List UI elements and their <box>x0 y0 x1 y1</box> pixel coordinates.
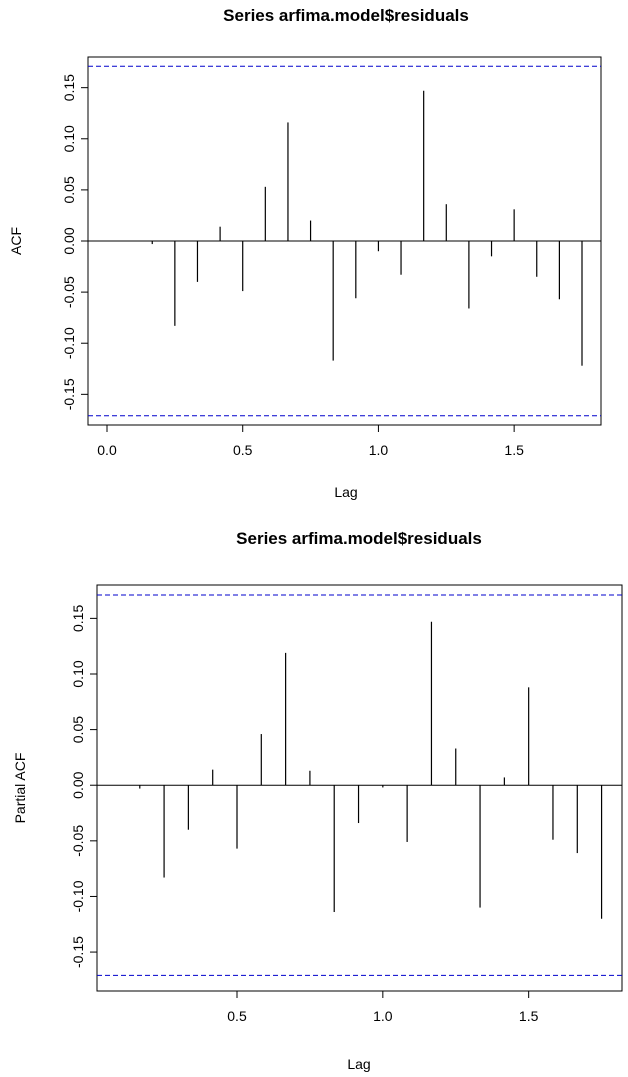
y-axis: -0.15 -0.10 -0.05 0.00 0.05 0.10 0.15 <box>61 74 89 410</box>
x-tick-label: 1.5 <box>519 1008 539 1024</box>
y-tick-label: -0.05 <box>70 825 86 857</box>
pacf-panel: Series arfima.model$residuals -0.15 -0.10… <box>12 529 623 1072</box>
y-tick-label: 0.05 <box>70 716 86 743</box>
x-axis: 0.5 1.0 1.5 <box>227 990 539 1024</box>
y-tick-label: -0.15 <box>70 936 86 968</box>
x-axis-label: Lag <box>347 1056 370 1072</box>
y-tick-label: 0.15 <box>70 605 86 632</box>
y-axis-label: ACF <box>8 227 24 255</box>
chart-title: Series arfima.model$residuals <box>223 6 469 25</box>
x-tick-label: 1.5 <box>504 442 524 458</box>
confidence-bounds <box>88 65 601 417</box>
y-tick-label: -0.10 <box>70 880 86 912</box>
x-tick-label: 0.0 <box>97 442 117 458</box>
x-axis-label: Lag <box>334 484 357 500</box>
y-tick-label: 0.00 <box>70 771 86 798</box>
x-axis: 0.0 0.5 1.0 1.5 <box>97 424 524 458</box>
y-tick-label: -0.15 <box>61 378 77 410</box>
y-tick-label: 0.05 <box>61 176 77 203</box>
y-axis-label: Partial ACF <box>12 753 28 824</box>
y-tick-label: 0.00 <box>61 227 77 254</box>
x-tick-label: 0.5 <box>233 442 253 458</box>
pacf-bars <box>97 621 622 919</box>
y-tick-label: 0.10 <box>70 660 86 687</box>
y-tick-label: -0.10 <box>61 327 77 359</box>
y-axis: -0.15 -0.10 -0.05 0.00 0.05 0.10 0.15 <box>70 605 98 968</box>
y-tick-label: 0.15 <box>61 74 77 101</box>
y-tick-label: 0.10 <box>61 125 77 152</box>
x-tick-label: 0.5 <box>227 1008 247 1024</box>
acf-panel: Series arfima.model$residuals -0.15 -0.10… <box>8 6 602 500</box>
acf-bars <box>88 90 601 366</box>
x-tick-label: 1.0 <box>373 1008 393 1024</box>
chart-title: Series arfima.model$residuals <box>236 529 482 548</box>
y-tick-label: -0.05 <box>61 276 77 308</box>
x-tick-label: 1.0 <box>369 442 389 458</box>
plot-frame <box>96 584 623 992</box>
